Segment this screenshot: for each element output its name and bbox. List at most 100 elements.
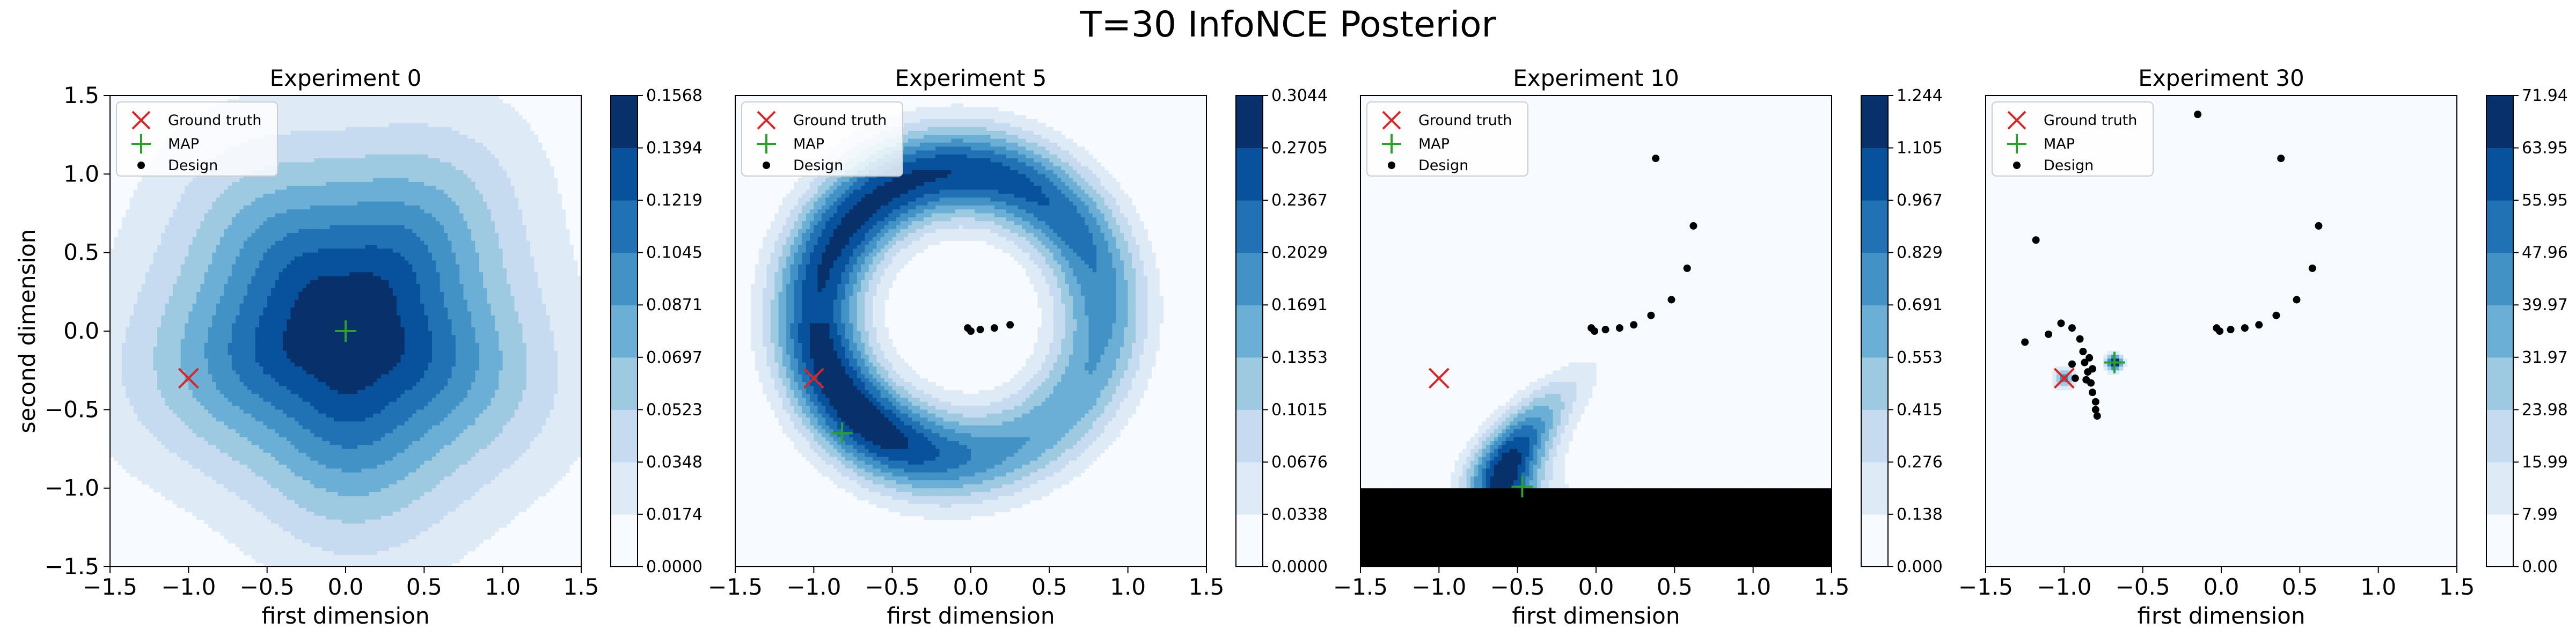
legend-label: Ground truth <box>168 112 261 129</box>
colorbar-tick-label: 0.0523 <box>646 400 702 419</box>
y-axis-label: second dimension <box>14 229 40 434</box>
colorbar-tick-label: 0.2029 <box>1271 244 1328 262</box>
panel-experiment-3: Experiment 30 −1.5 −1.0 −0.5 0.0 0.5 1.0 1.5 fir… <box>1958 65 2568 629</box>
colorbar-tick-label: 0.0871 <box>646 296 702 314</box>
colorbar-tick-label: 1.105 <box>1897 139 1943 158</box>
colorbar-tick-label: 0.0676 <box>1271 453 1328 472</box>
x-tick-label: −1.0 <box>786 574 841 600</box>
map-marker <box>335 320 356 342</box>
colorbar-band <box>2486 148 2513 201</box>
map-marker <box>831 422 853 444</box>
x-tick-label: 0.0 <box>328 574 364 600</box>
colorbar-frame <box>610 95 638 567</box>
colorbar-tick-label: 0.1045 <box>646 244 702 262</box>
colorbar-tick-label: 0.553 <box>1897 348 1943 367</box>
colorbar-tick-label: 39.97 <box>2522 296 2568 314</box>
legend-box <box>1366 101 1528 177</box>
colorbar-band <box>2486 252 2513 305</box>
figure-title: T=30 InfoNCE Posterior <box>1079 4 1496 45</box>
legend-label: Ground truth <box>1418 112 1512 129</box>
x-tick-label: 1.5 <box>2439 574 2475 600</box>
y-tick-label: 1.5 <box>63 82 99 108</box>
panel-title: Experiment 0 <box>270 65 422 91</box>
design-point <box>1652 155 1660 163</box>
x-axis-label: first dimension <box>2138 603 2306 629</box>
panel-title: Experiment 30 <box>2138 65 2304 91</box>
legend-label: Design <box>168 157 218 174</box>
legend-box <box>1992 101 2154 177</box>
design-point <box>2045 330 2053 338</box>
legend-design-swatch <box>137 162 145 169</box>
colorbar-band <box>2486 357 2513 410</box>
design-point <box>1667 296 1675 304</box>
colorbar-tick-label: 31.97 <box>2522 348 2568 367</box>
x-tick-label: −1.5 <box>708 574 763 600</box>
colorbar-band <box>1236 409 1263 463</box>
contour-fill <box>751 103 1164 520</box>
design-point <box>2216 327 2224 335</box>
colorbar-band <box>2486 409 2513 463</box>
x-tick-label: −0.5 <box>865 574 920 600</box>
design-point <box>2091 406 2099 414</box>
x-tick-label: 0.0 <box>2204 574 2240 600</box>
design-points <box>964 321 1014 335</box>
legend-box <box>116 101 278 177</box>
design-point <box>1689 222 1697 230</box>
legend-ground-truth-swatch <box>1382 111 1401 130</box>
colorbar-tick-label: 0.1691 <box>1271 296 1328 314</box>
design-point <box>2068 324 2076 332</box>
x-tick-label: −0.5 <box>1490 574 1545 600</box>
x-tick-label: −1.0 <box>1411 574 1466 600</box>
colorbar-tick-label: 1.244 <box>1897 86 1943 105</box>
colorbar-tick-label: 55.95 <box>2522 191 2568 210</box>
x-tick-label: −1.5 <box>1333 574 1388 600</box>
design-point <box>1006 321 1014 329</box>
colorbar-tick-label: 47.96 <box>2522 244 2568 262</box>
colorbar-tick-label: 0.276 <box>1897 453 1943 472</box>
colorbar-band <box>1236 514 1263 567</box>
legend-design-swatch <box>763 162 770 169</box>
legend-label: Ground truth <box>793 112 887 129</box>
design-point <box>1601 326 1609 334</box>
x-tick-label: 1.5 <box>1189 574 1225 600</box>
x-tick-label: 1.5 <box>564 574 599 600</box>
panel-experiment-1: Experiment 5 −1.5 −1.0 −0.5 0.0 0.5 1.0 1.5 firs… <box>708 65 1328 629</box>
design-point <box>2085 354 2094 362</box>
colorbar-tick-label: 0.2705 <box>1271 139 1328 158</box>
colorbar-tick-label: 0.1568 <box>646 86 702 105</box>
design-point <box>1630 321 1638 329</box>
design-point <box>1591 327 1599 335</box>
colorbar-band <box>2486 305 2513 358</box>
design-point <box>2021 338 2029 346</box>
map-marker <box>2103 352 2125 374</box>
x-tick-label: 0.0 <box>1578 574 1614 600</box>
legend-ground-truth-swatch <box>2007 111 2026 130</box>
design-point <box>2315 222 2323 230</box>
colorbar-band <box>1861 357 1888 410</box>
contour-fill <box>1360 362 1832 567</box>
colorbar-band <box>2486 200 2513 253</box>
colorbar-band <box>1236 148 1263 201</box>
colorbar-tick-label: 0.415 <box>1897 400 1943 419</box>
legend-map-swatch <box>757 134 776 153</box>
colorbar-tick-label: 71.94 <box>2522 86 2568 105</box>
colorbar-tick-label: 0.1219 <box>646 191 702 210</box>
y-tick-label: 0.5 <box>63 239 99 266</box>
colorbar-band <box>1861 200 1888 253</box>
colorbar-band <box>1861 462 1888 515</box>
design-point <box>2079 348 2087 356</box>
panel-experiment-0: Experiment 0 −1.5 −1.0 −0.5 0.0 0.5 1.0 1.5 −1.5… <box>14 65 702 629</box>
colorbar-band <box>1861 409 1888 463</box>
design-point <box>2194 111 2202 119</box>
colorbar-band <box>611 200 638 253</box>
legend-box <box>741 101 903 177</box>
colorbar-tick-label: 0.0697 <box>646 348 702 367</box>
design-point <box>2032 236 2040 244</box>
x-tick-label: 1.0 <box>1110 574 1146 600</box>
panels: Experiment 0 −1.5 −1.0 −0.5 0.0 0.5 1.0 1.5 −1.5… <box>14 65 2568 629</box>
y-tick-label: −1.0 <box>45 475 99 501</box>
colorbar: 0.000 0.138 0.276 0.415 0.553 0.691 0.829 0.967… <box>1861 86 1943 576</box>
colorbar-tick-label: 0.000 <box>1897 558 1943 576</box>
x-axis-label: first dimension <box>887 603 1055 629</box>
x-tick-label: −1.5 <box>83 574 137 600</box>
